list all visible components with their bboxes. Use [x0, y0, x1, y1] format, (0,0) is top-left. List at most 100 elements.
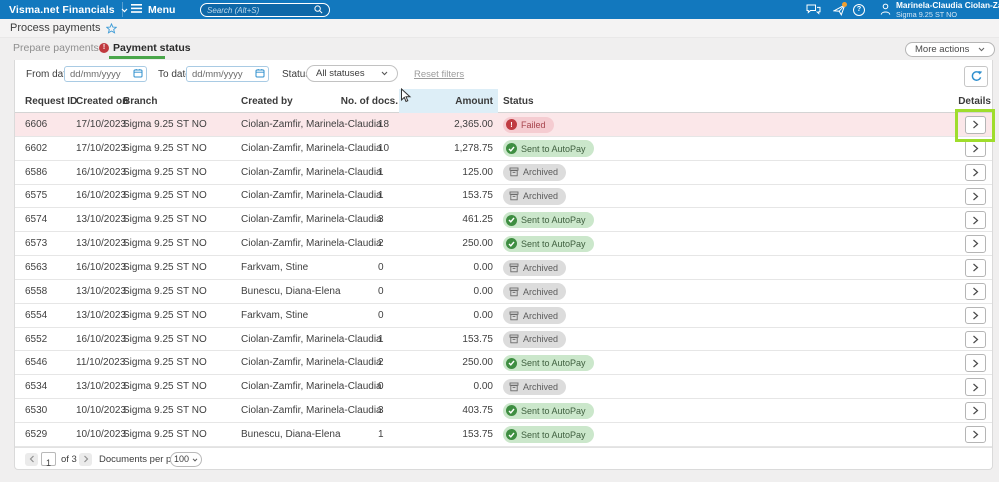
table-row[interactable]: 6602 17/10/2023 Sigma 9.25 ST NO Ciolan-… — [15, 137, 992, 161]
header-branch[interactable]: Branch — [123, 89, 157, 113]
from-date-field[interactable] — [64, 66, 147, 82]
table-row[interactable]: 6575 16/10/2023 Sigma 9.25 ST NO Ciolan-… — [15, 185, 992, 209]
from-date-input[interactable] — [70, 69, 133, 80]
more-actions-button[interactable]: More actions — [905, 42, 995, 57]
search-icon[interactable] — [314, 1, 323, 19]
row-details-button[interactable] — [965, 164, 986, 182]
status-badge-label: Archived — [523, 382, 558, 392]
status-badge: Sent to AutoPay — [503, 355, 594, 372]
table-row[interactable]: 6558 13/10/2023 Sigma 9.25 ST NO Bunescu… — [15, 280, 992, 304]
more-actions-label: More actions — [915, 44, 969, 55]
cell-no-of-docs: 3 — [378, 399, 384, 422]
user-menu[interactable]: Marinela-Claudia Ciolan-Zamfir Sigma 9.2… — [896, 1, 999, 19]
row-details-button[interactable] — [965, 116, 986, 134]
status-badge-label: Sent to AutoPay — [521, 358, 586, 368]
row-details-button[interactable] — [965, 378, 986, 396]
table-row[interactable]: 6546 11/10/2023 Sigma 9.25 ST NO Ciolan-… — [15, 351, 992, 375]
status-badge: Sent to AutoPay — [503, 426, 594, 443]
status-badge-label: Archived — [523, 287, 558, 297]
table-row[interactable]: 6563 16/10/2023 Sigma 9.25 ST NO Farkvam… — [15, 256, 992, 280]
row-details-button[interactable] — [965, 283, 986, 301]
cell-no-of-docs: 1 — [378, 161, 384, 184]
header-request-id[interactable]: Request ID — [25, 89, 77, 113]
next-page-button[interactable] — [79, 453, 92, 466]
header-created-on[interactable]: Created on — [76, 89, 128, 113]
page-number-input[interactable] — [42, 457, 55, 469]
table-row[interactable]: 6574 13/10/2023 Sigma 9.25 ST NO Ciolan-… — [15, 208, 992, 232]
previous-page-button[interactable] — [25, 453, 38, 466]
cell-no-of-docs: 3 — [378, 208, 384, 231]
status-badge-label: Archived — [523, 167, 558, 177]
cell-amount: 153.75 — [393, 328, 493, 351]
table-row[interactable]: 6529 10/10/2023 Sigma 9.25 ST NO Bunescu… — [15, 423, 992, 447]
reset-filters-link[interactable]: Reset filters — [414, 60, 464, 88]
refresh-button[interactable] — [964, 66, 988, 87]
status-badge: Sent to AutoPay — [503, 236, 594, 253]
table-row[interactable]: 6530 10/10/2023 Sigma 9.25 ST NO Ciolan-… — [15, 399, 992, 423]
favorite-star-icon[interactable] — [106, 23, 117, 34]
tab-payment-status[interactable]: Payment status — [99, 38, 191, 57]
header-status[interactable]: Status — [503, 89, 534, 113]
page-count-label: of 3 — [61, 448, 77, 470]
calendar-icon[interactable] — [133, 65, 143, 83]
status-filter-select[interactable]: All statuses — [306, 65, 398, 82]
cell-request-id: 6574 — [25, 208, 47, 231]
status-badge-label: Archived — [523, 311, 558, 321]
cell-no-of-docs: 0 — [378, 304, 384, 327]
cell-amount: 0.00 — [393, 256, 493, 279]
status-badge: Archived — [503, 260, 566, 277]
calendar-icon[interactable] — [255, 65, 265, 83]
header-no-of-docs[interactable]: No. of docs. — [331, 89, 398, 113]
cell-branch: Sigma 9.25 ST NO — [123, 256, 207, 279]
cell-created-on: 10/10/2023 — [76, 399, 126, 422]
help-icon[interactable] — [853, 0, 865, 19]
search-input[interactable] — [207, 6, 314, 15]
table-row[interactable]: 6554 13/10/2023 Sigma 9.25 ST NO Farkvam… — [15, 304, 992, 328]
cell-amount: 2,365.00 — [393, 113, 493, 136]
row-details-button[interactable] — [965, 307, 986, 325]
to-date-input[interactable] — [192, 69, 255, 80]
row-details-button[interactable] — [965, 426, 986, 444]
row-details-button[interactable] — [965, 211, 986, 229]
archive-icon — [509, 167, 519, 177]
page-number-field[interactable] — [41, 452, 56, 466]
row-details-button[interactable] — [965, 354, 986, 372]
tab-prepare-payments[interactable]: Prepare payments — [13, 38, 99, 57]
header-created-by[interactable]: Created by — [241, 89, 293, 113]
row-details-button[interactable] — [965, 188, 986, 206]
row-details-button[interactable] — [965, 331, 986, 349]
table-row[interactable]: 6606 17/10/2023 Sigma 9.25 ST NO Ciolan-… — [15, 113, 992, 137]
to-date-field[interactable] — [186, 66, 269, 82]
header-amount[interactable]: Amount — [413, 89, 493, 113]
table-row[interactable]: 6534 13/10/2023 Sigma 9.25 ST NO Ciolan-… — [15, 375, 992, 399]
row-details-button[interactable] — [965, 235, 986, 253]
menu-button[interactable]: Menu — [131, 0, 175, 19]
cell-created-by: Ciolan-Zamfir, Marinela-Claudia — [241, 208, 382, 231]
cell-amount: 250.00 — [393, 232, 493, 255]
pagination-bar: of 3 Documents per page 100 — [15, 447, 992, 470]
status-badge: Archived — [503, 283, 566, 300]
status-badge-label: Failed — [521, 120, 546, 130]
table-row[interactable]: 6586 16/10/2023 Sigma 9.25 ST NO Ciolan-… — [15, 161, 992, 185]
row-details-button[interactable] — [965, 140, 986, 158]
cell-request-id: 6586 — [25, 161, 47, 184]
per-page-select[interactable]: 100 — [170, 452, 202, 467]
row-details-button[interactable] — [965, 259, 986, 277]
filter-bar: From date To date Status All statuses — [15, 60, 992, 89]
row-details-button[interactable] — [965, 402, 986, 420]
brand-dropdown[interactable]: Visma.net Financials — [9, 0, 128, 19]
table-row[interactable]: 6573 13/10/2023 Sigma 9.25 ST NO Ciolan-… — [15, 232, 992, 256]
user-icon[interactable] — [880, 0, 891, 19]
status-badge: Archived — [503, 379, 566, 396]
cell-branch: Sigma 9.25 ST NO — [123, 280, 207, 303]
global-search[interactable] — [200, 3, 330, 17]
table-row[interactable]: 6552 16/10/2023 Sigma 9.25 ST NO Ciolan-… — [15, 328, 992, 352]
cell-created-on: 11/10/2023 — [76, 351, 125, 374]
cell-branch: Sigma 9.25 ST NO — [123, 113, 207, 136]
status-badge: Archived — [503, 188, 566, 205]
cell-request-id: 6602 — [25, 137, 47, 160]
chat-icon[interactable] — [806, 0, 821, 19]
cell-request-id: 6546 — [25, 351, 47, 374]
cell-branch: Sigma 9.25 ST NO — [123, 161, 207, 184]
per-page-value: 100 — [174, 454, 189, 464]
